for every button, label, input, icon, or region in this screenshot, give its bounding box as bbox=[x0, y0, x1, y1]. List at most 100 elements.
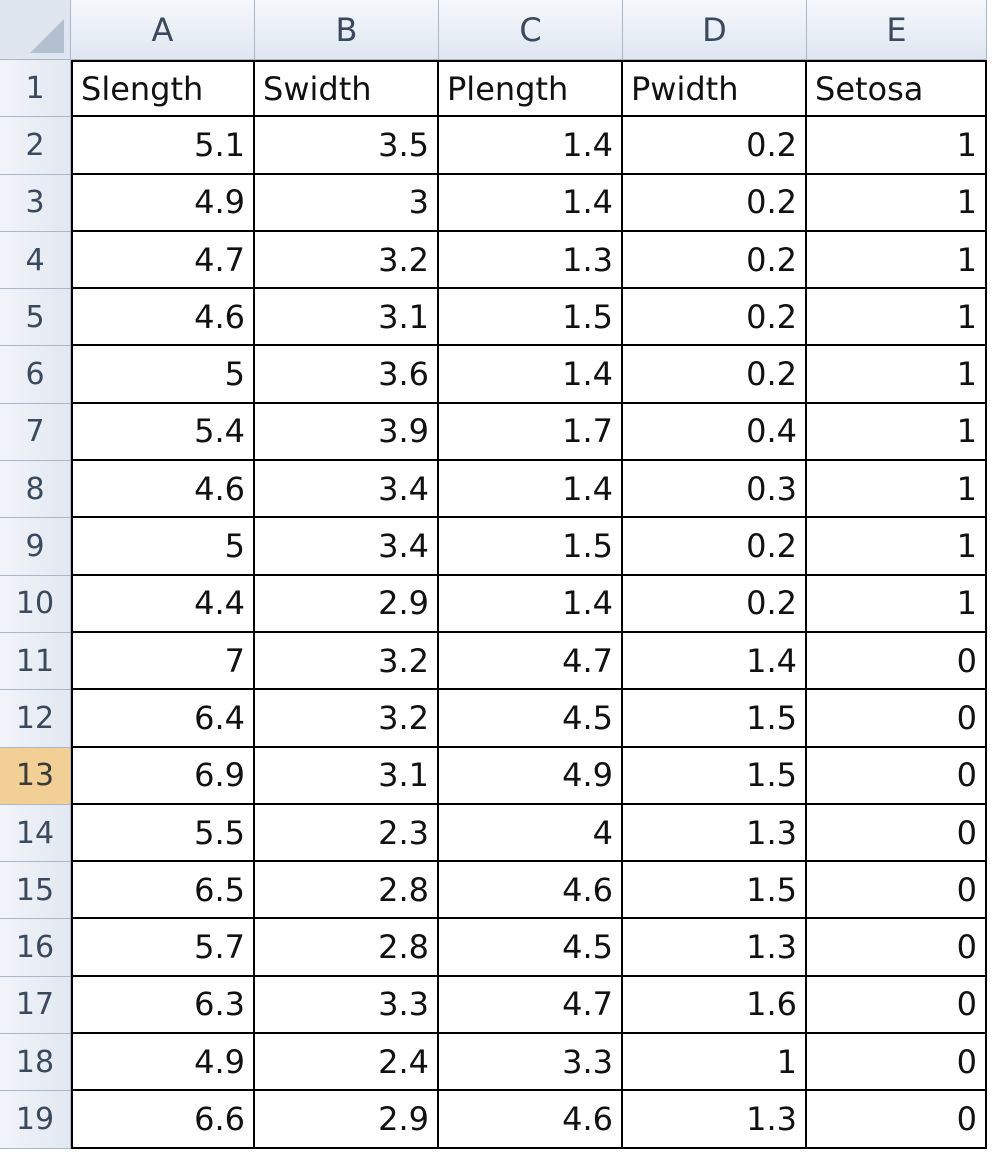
cell-d8[interactable]: 0.3 bbox=[623, 461, 807, 519]
row-header-11[interactable]: 11 bbox=[0, 632, 71, 691]
column-header-e[interactable]: E bbox=[807, 0, 987, 60]
cell-e1[interactable]: Setosa bbox=[807, 60, 987, 118]
cell-e10[interactable]: 1 bbox=[807, 575, 987, 633]
cell-e8[interactable]: 1 bbox=[807, 461, 987, 519]
cell-e6[interactable]: 1 bbox=[807, 346, 987, 404]
row-header-3[interactable]: 3 bbox=[0, 174, 71, 232]
cell-e15[interactable]: 0 bbox=[807, 862, 987, 920]
cell-a8[interactable]: 4.6 bbox=[71, 461, 255, 519]
cell-a2[interactable]: 5.1 bbox=[71, 117, 255, 175]
cell-a11[interactable]: 7 bbox=[71, 632, 255, 691]
cell-d1[interactable]: Pwidth bbox=[623, 60, 807, 118]
cell-e18[interactable]: 0 bbox=[807, 1034, 987, 1092]
cell-e14[interactable]: 0 bbox=[807, 804, 987, 863]
cell-a19[interactable]: 6.6 bbox=[71, 1091, 255, 1149]
cell-e9[interactable]: 1 bbox=[807, 518, 987, 576]
cell-c4[interactable]: 1.3 bbox=[439, 231, 623, 290]
cell-b4[interactable]: 3.2 bbox=[255, 231, 439, 290]
cell-a17[interactable]: 6.3 bbox=[71, 976, 255, 1035]
cell-d9[interactable]: 0.2 bbox=[623, 518, 807, 576]
cell-b15[interactable]: 2.8 bbox=[255, 862, 439, 920]
cell-e7[interactable]: 1 bbox=[807, 403, 987, 462]
cell-a3[interactable]: 4.9 bbox=[71, 174, 255, 232]
cell-a10[interactable]: 4.4 bbox=[71, 575, 255, 633]
cell-e16[interactable]: 0 bbox=[807, 919, 987, 977]
row-header-18[interactable]: 18 bbox=[0, 1034, 71, 1092]
cell-e12[interactable]: 0 bbox=[807, 690, 987, 748]
cell-e11[interactable]: 0 bbox=[807, 632, 987, 691]
row-header-5[interactable]: 5 bbox=[0, 289, 71, 347]
cell-a12[interactable]: 6.4 bbox=[71, 690, 255, 748]
cell-c16[interactable]: 4.5 bbox=[439, 919, 623, 977]
cell-a13[interactable]: 6.9 bbox=[71, 747, 255, 805]
cell-d11[interactable]: 1.4 bbox=[623, 632, 807, 691]
cell-a14[interactable]: 5.5 bbox=[71, 804, 255, 863]
cell-b7[interactable]: 3.9 bbox=[255, 403, 439, 462]
cell-c2[interactable]: 1.4 bbox=[439, 117, 623, 175]
cell-d12[interactable]: 1.5 bbox=[623, 690, 807, 748]
cell-a1[interactable]: Slength bbox=[71, 60, 255, 118]
column-header-b[interactable]: B bbox=[255, 0, 439, 60]
cell-c11[interactable]: 4.7 bbox=[439, 632, 623, 691]
cell-d15[interactable]: 1.5 bbox=[623, 862, 807, 920]
cell-a16[interactable]: 5.7 bbox=[71, 919, 255, 977]
cell-b13[interactable]: 3.1 bbox=[255, 747, 439, 805]
column-header-a[interactable]: A bbox=[71, 0, 255, 60]
cell-c8[interactable]: 1.4 bbox=[439, 461, 623, 519]
cell-d6[interactable]: 0.2 bbox=[623, 346, 807, 404]
cell-d10[interactable]: 0.2 bbox=[623, 575, 807, 633]
cell-a7[interactable]: 5.4 bbox=[71, 403, 255, 462]
cell-d3[interactable]: 0.2 bbox=[623, 174, 807, 232]
cell-b11[interactable]: 3.2 bbox=[255, 632, 439, 691]
cell-c15[interactable]: 4.6 bbox=[439, 862, 623, 920]
row-header-9[interactable]: 9 bbox=[0, 518, 71, 576]
cell-b3[interactable]: 3 bbox=[255, 174, 439, 232]
row-header-8[interactable]: 8 bbox=[0, 461, 71, 519]
row-header-16[interactable]: 16 bbox=[0, 919, 71, 977]
cell-c10[interactable]: 1.4 bbox=[439, 575, 623, 633]
row-header-12[interactable]: 12 bbox=[0, 690, 71, 748]
cell-b10[interactable]: 2.9 bbox=[255, 575, 439, 633]
cell-a15[interactable]: 6.5 bbox=[71, 862, 255, 920]
cell-d18[interactable]: 1 bbox=[623, 1034, 807, 1092]
cell-b12[interactable]: 3.2 bbox=[255, 690, 439, 748]
row-header-2[interactable]: 2 bbox=[0, 117, 71, 175]
column-header-d[interactable]: D bbox=[623, 0, 807, 60]
cell-e13[interactable]: 0 bbox=[807, 747, 987, 805]
cell-e17[interactable]: 0 bbox=[807, 976, 987, 1035]
cell-b9[interactable]: 3.4 bbox=[255, 518, 439, 576]
cell-c17[interactable]: 4.7 bbox=[439, 976, 623, 1035]
row-header-10[interactable]: 10 bbox=[0, 575, 71, 633]
row-header-7[interactable]: 7 bbox=[0, 403, 71, 462]
cell-a18[interactable]: 4.9 bbox=[71, 1034, 255, 1092]
cell-c13[interactable]: 4.9 bbox=[439, 747, 623, 805]
cell-a4[interactable]: 4.7 bbox=[71, 231, 255, 290]
cell-b14[interactable]: 2.3 bbox=[255, 804, 439, 863]
row-header-14[interactable]: 14 bbox=[0, 804, 71, 863]
cell-d5[interactable]: 0.2 bbox=[623, 289, 807, 347]
cell-d16[interactable]: 1.3 bbox=[623, 919, 807, 977]
cell-b6[interactable]: 3.6 bbox=[255, 346, 439, 404]
cell-a6[interactable]: 5 bbox=[71, 346, 255, 404]
cell-e3[interactable]: 1 bbox=[807, 174, 987, 232]
cell-c1[interactable]: Plength bbox=[439, 60, 623, 118]
cell-b16[interactable]: 2.8 bbox=[255, 919, 439, 977]
cell-c3[interactable]: 1.4 bbox=[439, 174, 623, 232]
cell-b17[interactable]: 3.3 bbox=[255, 976, 439, 1035]
cell-a5[interactable]: 4.6 bbox=[71, 289, 255, 347]
row-header-15[interactable]: 15 bbox=[0, 862, 71, 920]
row-header-13[interactable]: 13 bbox=[0, 747, 71, 805]
cell-d19[interactable]: 1.3 bbox=[623, 1091, 807, 1149]
cell-c18[interactable]: 3.3 bbox=[439, 1034, 623, 1092]
cell-d14[interactable]: 1.3 bbox=[623, 804, 807, 863]
cell-d13[interactable]: 1.5 bbox=[623, 747, 807, 805]
row-header-17[interactable]: 17 bbox=[0, 976, 71, 1035]
cell-e5[interactable]: 1 bbox=[807, 289, 987, 347]
cell-c5[interactable]: 1.5 bbox=[439, 289, 623, 347]
cell-b2[interactable]: 3.5 bbox=[255, 117, 439, 175]
cell-d4[interactable]: 0.2 bbox=[623, 231, 807, 290]
cell-d17[interactable]: 1.6 bbox=[623, 976, 807, 1035]
cell-b5[interactable]: 3.1 bbox=[255, 289, 439, 347]
cell-a9[interactable]: 5 bbox=[71, 518, 255, 576]
cell-c19[interactable]: 4.6 bbox=[439, 1091, 623, 1149]
